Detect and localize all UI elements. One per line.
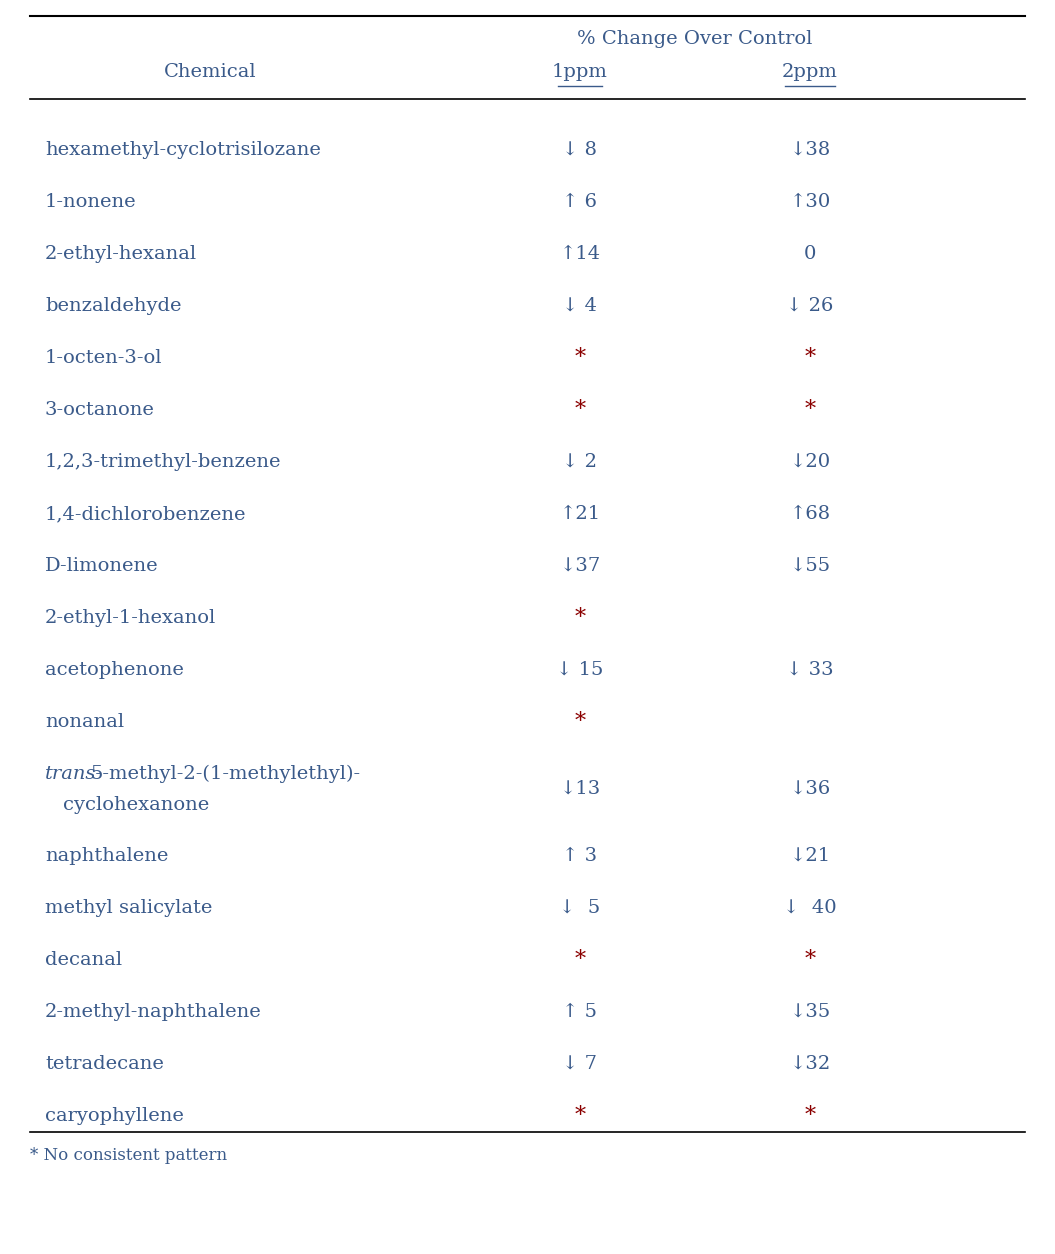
Text: *: * bbox=[805, 949, 816, 971]
Text: ↓ 33: ↓ 33 bbox=[786, 661, 833, 678]
Text: * No consistent pattern: * No consistent pattern bbox=[30, 1147, 227, 1164]
Text: 2ppm: 2ppm bbox=[782, 63, 838, 82]
Text: methyl salicylate: methyl salicylate bbox=[45, 899, 212, 917]
Text: 5-methyl-2-(1-methylethyl)-: 5-methyl-2-(1-methylethyl)- bbox=[90, 765, 360, 784]
Text: ↑ 6: ↑ 6 bbox=[562, 193, 597, 211]
Text: ↑30: ↑30 bbox=[789, 193, 830, 211]
Text: ↓ 8: ↓ 8 bbox=[562, 140, 597, 159]
Text: 2-methyl-naphthalene: 2-methyl-naphthalene bbox=[45, 1003, 262, 1021]
Text: ↑ 5: ↑ 5 bbox=[562, 1003, 597, 1021]
Text: 1,4-dichlorobenzene: 1,4-dichlorobenzene bbox=[45, 505, 247, 523]
Text: ↓ 4: ↓ 4 bbox=[562, 297, 597, 315]
Text: 1-nonene: 1-nonene bbox=[45, 193, 137, 211]
Text: ↓  40: ↓ 40 bbox=[783, 899, 837, 917]
Text: caryophyllene: caryophyllene bbox=[45, 1107, 184, 1125]
Text: hexamethyl-cyclotrisilozane: hexamethyl-cyclotrisilozane bbox=[45, 140, 321, 159]
Text: *: * bbox=[805, 399, 816, 421]
Text: D-limonene: D-limonene bbox=[45, 557, 158, 576]
Text: ↓ 2: ↓ 2 bbox=[562, 453, 597, 472]
Text: ↓32: ↓32 bbox=[789, 1055, 830, 1073]
Text: decanal: decanal bbox=[45, 951, 122, 969]
Text: ↓21: ↓21 bbox=[789, 846, 830, 865]
Text: benzaldehyde: benzaldehyde bbox=[45, 297, 181, 315]
Text: 1,2,3-trimethyl-benzene: 1,2,3-trimethyl-benzene bbox=[45, 453, 282, 472]
Text: Chemical: Chemical bbox=[164, 63, 256, 82]
Text: trans-: trans- bbox=[45, 765, 103, 784]
Text: ↓37: ↓37 bbox=[559, 557, 600, 576]
Text: ↓ 15: ↓ 15 bbox=[556, 661, 603, 678]
Text: *: * bbox=[574, 347, 586, 369]
Text: ↓  5: ↓ 5 bbox=[559, 899, 600, 917]
Text: cyclohexanone: cyclohexanone bbox=[63, 796, 209, 814]
Text: 2-ethyl-hexanal: 2-ethyl-hexanal bbox=[45, 245, 197, 263]
Text: ↑ 3: ↑ 3 bbox=[562, 846, 597, 865]
Text: 1ppm: 1ppm bbox=[552, 63, 608, 82]
Text: tetradecane: tetradecane bbox=[45, 1055, 164, 1073]
Text: *: * bbox=[574, 949, 586, 971]
Text: % Change Over Control: % Change Over Control bbox=[577, 30, 812, 48]
Text: ↓ 7: ↓ 7 bbox=[562, 1055, 597, 1073]
Text: *: * bbox=[805, 1105, 816, 1127]
Text: naphthalene: naphthalene bbox=[45, 846, 169, 865]
Text: *: * bbox=[574, 607, 586, 630]
Text: 0: 0 bbox=[804, 245, 817, 263]
Text: *: * bbox=[574, 399, 586, 421]
Text: ↑21: ↑21 bbox=[559, 505, 600, 523]
Text: ↑68: ↑68 bbox=[789, 505, 830, 523]
Text: ↓ 26: ↓ 26 bbox=[786, 297, 833, 315]
Text: ↓13: ↓13 bbox=[559, 780, 600, 798]
Text: ↓36: ↓36 bbox=[789, 780, 830, 798]
Text: ↓35: ↓35 bbox=[789, 1003, 830, 1021]
Text: ↓20: ↓20 bbox=[789, 453, 830, 472]
Text: *: * bbox=[574, 1105, 586, 1127]
Text: ↑14: ↑14 bbox=[559, 245, 600, 263]
Text: 1-octen-3-ol: 1-octen-3-ol bbox=[45, 349, 162, 367]
Text: *: * bbox=[805, 347, 816, 369]
Text: acetophenone: acetophenone bbox=[45, 661, 184, 678]
Text: *: * bbox=[574, 711, 586, 734]
Text: 2-ethyl-1-hexanol: 2-ethyl-1-hexanol bbox=[45, 609, 216, 627]
Text: ↓38: ↓38 bbox=[789, 140, 830, 159]
Text: ↓55: ↓55 bbox=[789, 557, 830, 576]
Text: nonanal: nonanal bbox=[45, 714, 124, 731]
Text: 3-octanone: 3-octanone bbox=[45, 401, 155, 419]
